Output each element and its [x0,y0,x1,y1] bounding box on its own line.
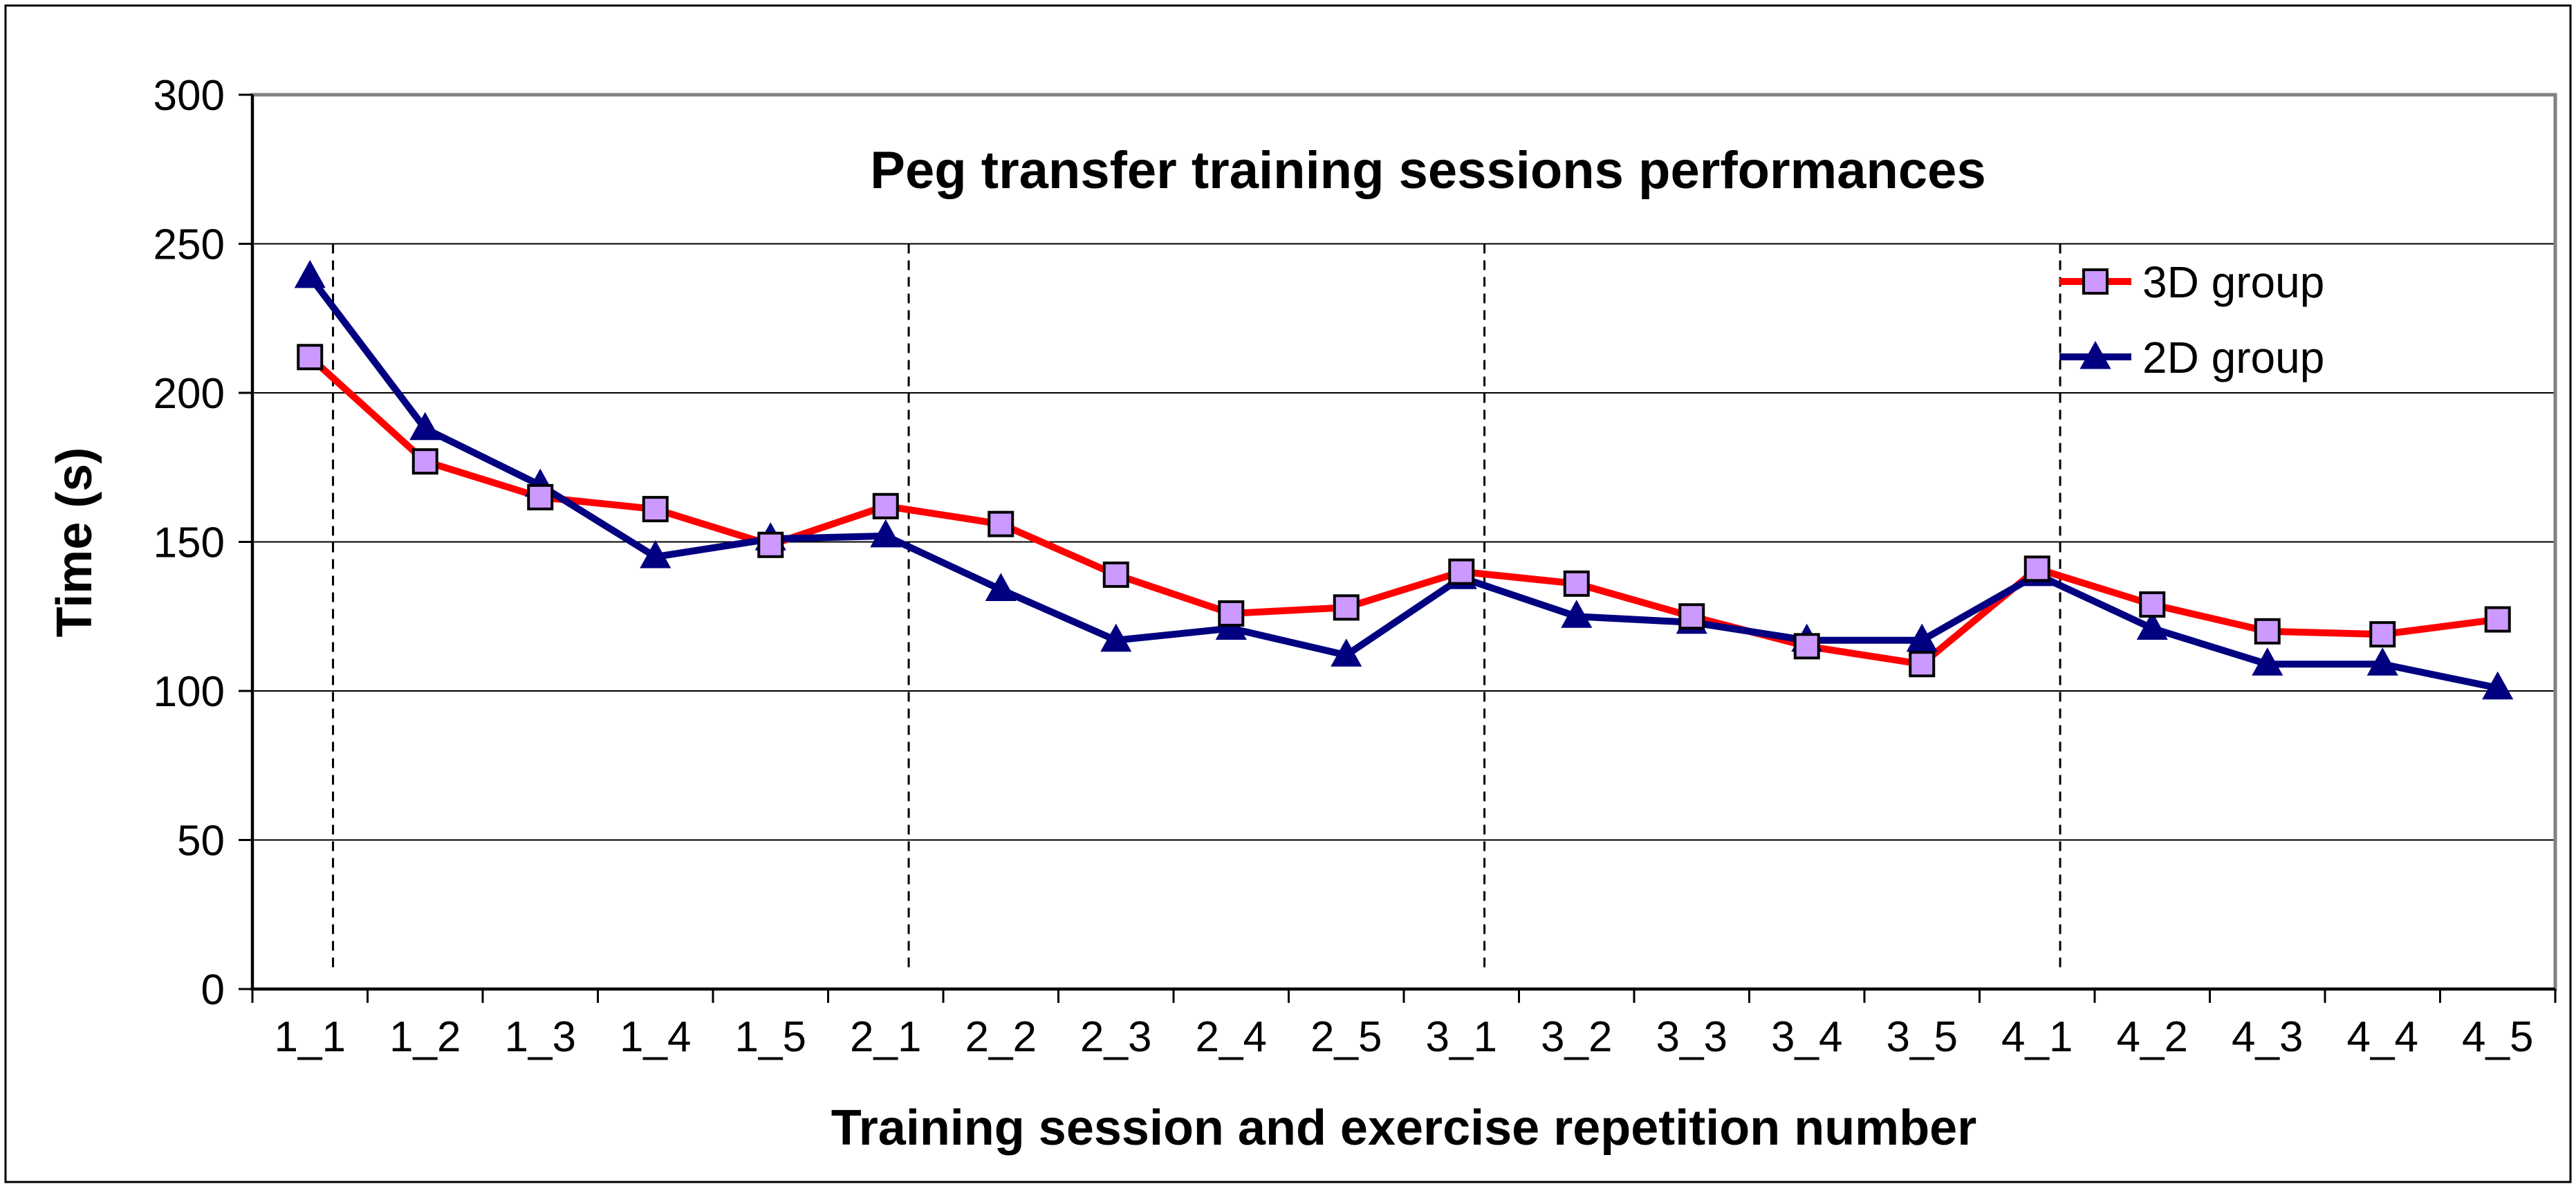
data-point-2d-group [2136,611,2168,640]
data-point-3d-group [1448,558,1475,585]
data-point-2d-group [1561,600,1593,628]
series-line-3d-group [307,354,2499,668]
series-line-2d-group [307,274,2499,692]
data-point-3d-group [1563,570,1590,597]
data-point-2d-group [1331,638,1362,667]
data-point-3d-group [2139,591,2166,618]
data-point-3d-group [411,448,438,475]
x-tick-label: 3_2 [1541,1013,1612,1061]
x-axis-title: Training session and exercise repetition… [831,1100,1977,1156]
data-point-3d-group [757,531,784,558]
x-tick-label: 4_3 [2232,1013,2303,1061]
axes: 0 50 100 150 200 250 300 1_1 1_2 1_3 1_4 1_5 2_1 2_2 2… [154,72,2557,1061]
data-point-3d-group [988,510,1014,537]
data-point-2d-group [1100,623,1132,652]
x-tick-label: 2_3 [1080,1013,1151,1061]
data-point-2d-group [409,412,441,441]
x-tick-label: 2_4 [1196,1013,1267,1061]
data-point-2d-group [985,573,1017,601]
x-tick-label: 3_1 [1426,1013,1497,1061]
x-tick-label: 1_4 [620,1013,691,1061]
data-point-2d-group [640,539,671,569]
y-axis-title: Time (s) [47,447,102,638]
data-point-2d-group [2366,647,2398,676]
data-point-3d-group [527,483,554,510]
data-point-3d-group [1678,603,1705,630]
legend: 3D group 2D group [2059,257,2324,382]
x-tick-label: 1_3 [505,1013,576,1061]
x-tick-label: 3_4 [1771,1013,1842,1061]
y-tick-label: 150 [154,519,225,567]
x-tick-label: 4_1 [2001,1013,2073,1061]
data-point-3d-group [642,496,669,523]
x-tick-label: 1_1 [275,1013,346,1061]
data-point-2d-group [1906,623,1938,652]
y-tick-label: 200 [154,370,225,418]
data-point-2d-group [294,259,326,288]
data-point-2d-group [2252,647,2283,676]
chart-title: Peg transfer training sessions performan… [870,141,1985,200]
data-point-3d-group [1909,651,1936,678]
data-point-3d-group [1333,594,1360,621]
legend-entry-2d-group: 2D group [2059,333,2324,382]
legend-marker-2d-group [2079,340,2111,369]
x-tick-label: 3_3 [1656,1013,1727,1061]
y-tick-label: 50 [177,818,225,865]
y-tick-label: 250 [154,221,225,269]
legend-marker-3d-group [2082,268,2109,295]
x-tick-label: 4_2 [2117,1013,2188,1061]
data-point-2d-group [870,519,902,548]
data-point-3d-group [2254,618,2281,645]
data-point-3d-group [2369,621,2396,648]
series-lines [307,274,2499,692]
x-tick-label: 1_2 [389,1013,461,1061]
data-point-3d-group [872,492,899,519]
y-tick-label: 100 [154,668,225,716]
data-point-2d-group [2482,671,2514,700]
series-markers [294,259,2514,700]
data-point-3d-group [1218,600,1245,627]
y-tick-label: 300 [154,72,225,120]
x-tick-label: 2_1 [850,1013,921,1061]
x-tick-label: 1_5 [735,1013,806,1061]
data-point-3d-group [2484,606,2511,633]
session-dividers [332,243,2061,968]
x-tick-label: 4_4 [2347,1013,2418,1061]
x-tick-label: 4_5 [2462,1013,2533,1061]
x-tick-label: 2_5 [1310,1013,1382,1061]
data-point-3d-group [2023,555,2050,582]
data-point-3d-group [1102,561,1129,588]
legend-entry-3d-group: 3D group [2059,257,2324,307]
legend-label-3d-group: 3D group [2142,257,2324,307]
data-point-3d-group [297,344,324,371]
y-tick-label: 0 [201,966,225,1014]
x-tick-label: 3_5 [1887,1013,1958,1061]
legend-label-2d-group: 2D group [2142,333,2324,382]
data-point-3d-group [1793,633,1820,660]
x-tick-label: 2_2 [965,1013,1037,1061]
